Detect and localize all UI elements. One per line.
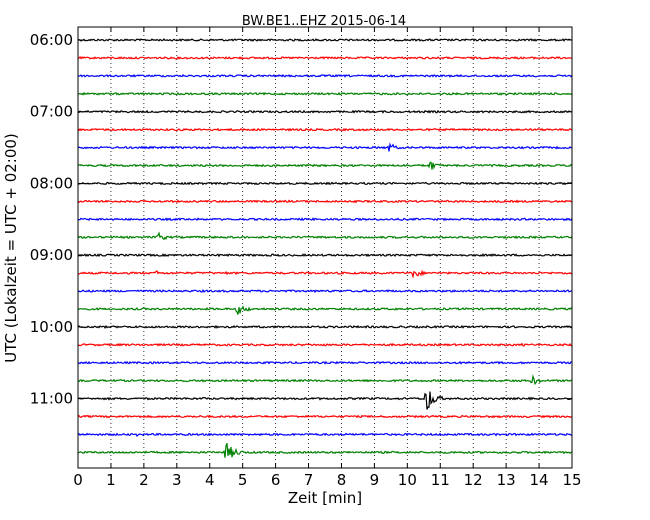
seismic-trace [77, 269, 573, 279]
x-axis-ticks: 0 1 2 3 4 5 6 7 8 9 10 11 12 13 14 15 [73, 27, 582, 489]
x-tick-label: 5 [238, 471, 248, 489]
x-tick-label: 7 [304, 471, 314, 489]
y-tick-label: 09:00 [30, 246, 73, 264]
y-tick-label: 11:00 [30, 390, 73, 408]
y-tick-label: 08:00 [30, 174, 73, 192]
seismic-trace [77, 161, 573, 170]
grid-lines [110, 27, 540, 468]
seismic-trace [77, 305, 573, 315]
seismic-trace [77, 324, 573, 329]
seismic-trace [77, 414, 573, 419]
y-tick-label: 10:00 [30, 318, 73, 336]
trace-group [77, 38, 573, 458]
x-tick-label: 3 [172, 471, 182, 489]
seismic-trace [77, 342, 573, 347]
x-tick-label: 8 [337, 471, 347, 489]
seismic-trace [77, 199, 572, 204]
seismic-trace [77, 231, 573, 241]
seismic-trace [77, 432, 572, 437]
x-tick-label: 2 [139, 471, 149, 489]
seismic-trace [77, 109, 573, 114]
y-tick-label: 07:00 [30, 103, 73, 121]
seismic-trace [77, 142, 572, 152]
y-axis-label: UTC (Lokalzeit = UTC + 02:00) [2, 133, 20, 363]
seismic-trace [77, 253, 573, 258]
chart-title: BW.BE1..EHZ 2015-06-14 [242, 14, 406, 29]
x-tick-label: 12 [464, 471, 483, 489]
x-tick-label: 4 [205, 471, 215, 489]
y-axis-ticks: 06:00 07:00 08:00 09:00 10:00 11:00 [30, 31, 572, 408]
seismic-trace [77, 217, 573, 222]
seismic-trace [77, 38, 573, 42]
x-tick-label: 0 [73, 471, 83, 489]
x-tick-label: 15 [562, 471, 581, 489]
x-tick-label: 9 [370, 471, 380, 489]
x-axis-label: Zeit [min] [288, 489, 362, 507]
seismic-trace [77, 360, 573, 365]
x-tick-label: 13 [497, 471, 516, 489]
seismic-trace [77, 391, 573, 410]
seismic-trace [77, 91, 573, 96]
seismic-trace [78, 73, 573, 78]
seismic-trace [77, 443, 573, 458]
seismic-trace [77, 374, 573, 386]
x-tick-label: 11 [431, 471, 450, 489]
seismic-trace [77, 289, 573, 293]
seismic-trace [77, 55, 573, 60]
y-tick-label: 06:00 [30, 31, 73, 49]
seismic-trace [77, 127, 573, 132]
x-tick-label: 6 [271, 471, 281, 489]
x-tick-label: 1 [106, 471, 116, 489]
seismic-trace [77, 181, 573, 186]
x-tick-label: 10 [398, 471, 417, 489]
plot-frame [77, 26, 573, 469]
x-tick-label: 14 [530, 471, 549, 489]
